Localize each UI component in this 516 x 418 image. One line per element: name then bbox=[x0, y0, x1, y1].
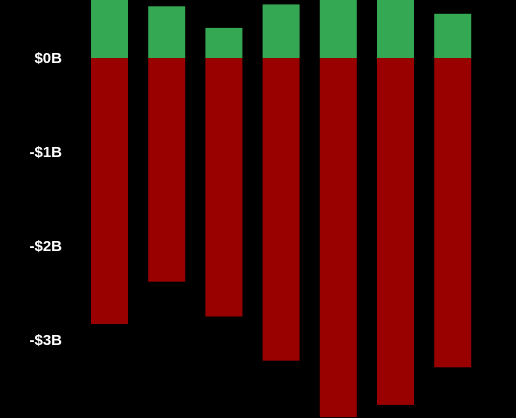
y-tick-label: -$2B bbox=[29, 238, 62, 255]
positive-bar-segment bbox=[262, 4, 300, 58]
positive-bar-segment bbox=[91, 0, 128, 58]
negative-bar-segment bbox=[377, 58, 414, 405]
positive-bar-segment bbox=[319, 0, 357, 58]
bars bbox=[91, 0, 472, 418]
y-tick-label: -$3B bbox=[29, 332, 62, 349]
negative-bar-segment bbox=[319, 58, 357, 418]
negative-bar-segment bbox=[434, 58, 472, 368]
y-tick-label: -$1B bbox=[29, 144, 62, 161]
positive-bar-segment bbox=[205, 27, 243, 58]
positive-bar-segment bbox=[434, 13, 472, 59]
negative-bar-segment bbox=[91, 58, 128, 324]
negative-bar-segment bbox=[262, 58, 300, 361]
negative-bar-segment bbox=[148, 58, 186, 282]
y-tick-label: $0B bbox=[34, 50, 62, 67]
negative-bar-segment bbox=[205, 58, 243, 317]
y-axis-ticks: $0B -$1B -$2B -$3B bbox=[29, 50, 62, 349]
positive-bar-segment bbox=[377, 0, 414, 58]
positive-bar-segment bbox=[148, 6, 186, 59]
